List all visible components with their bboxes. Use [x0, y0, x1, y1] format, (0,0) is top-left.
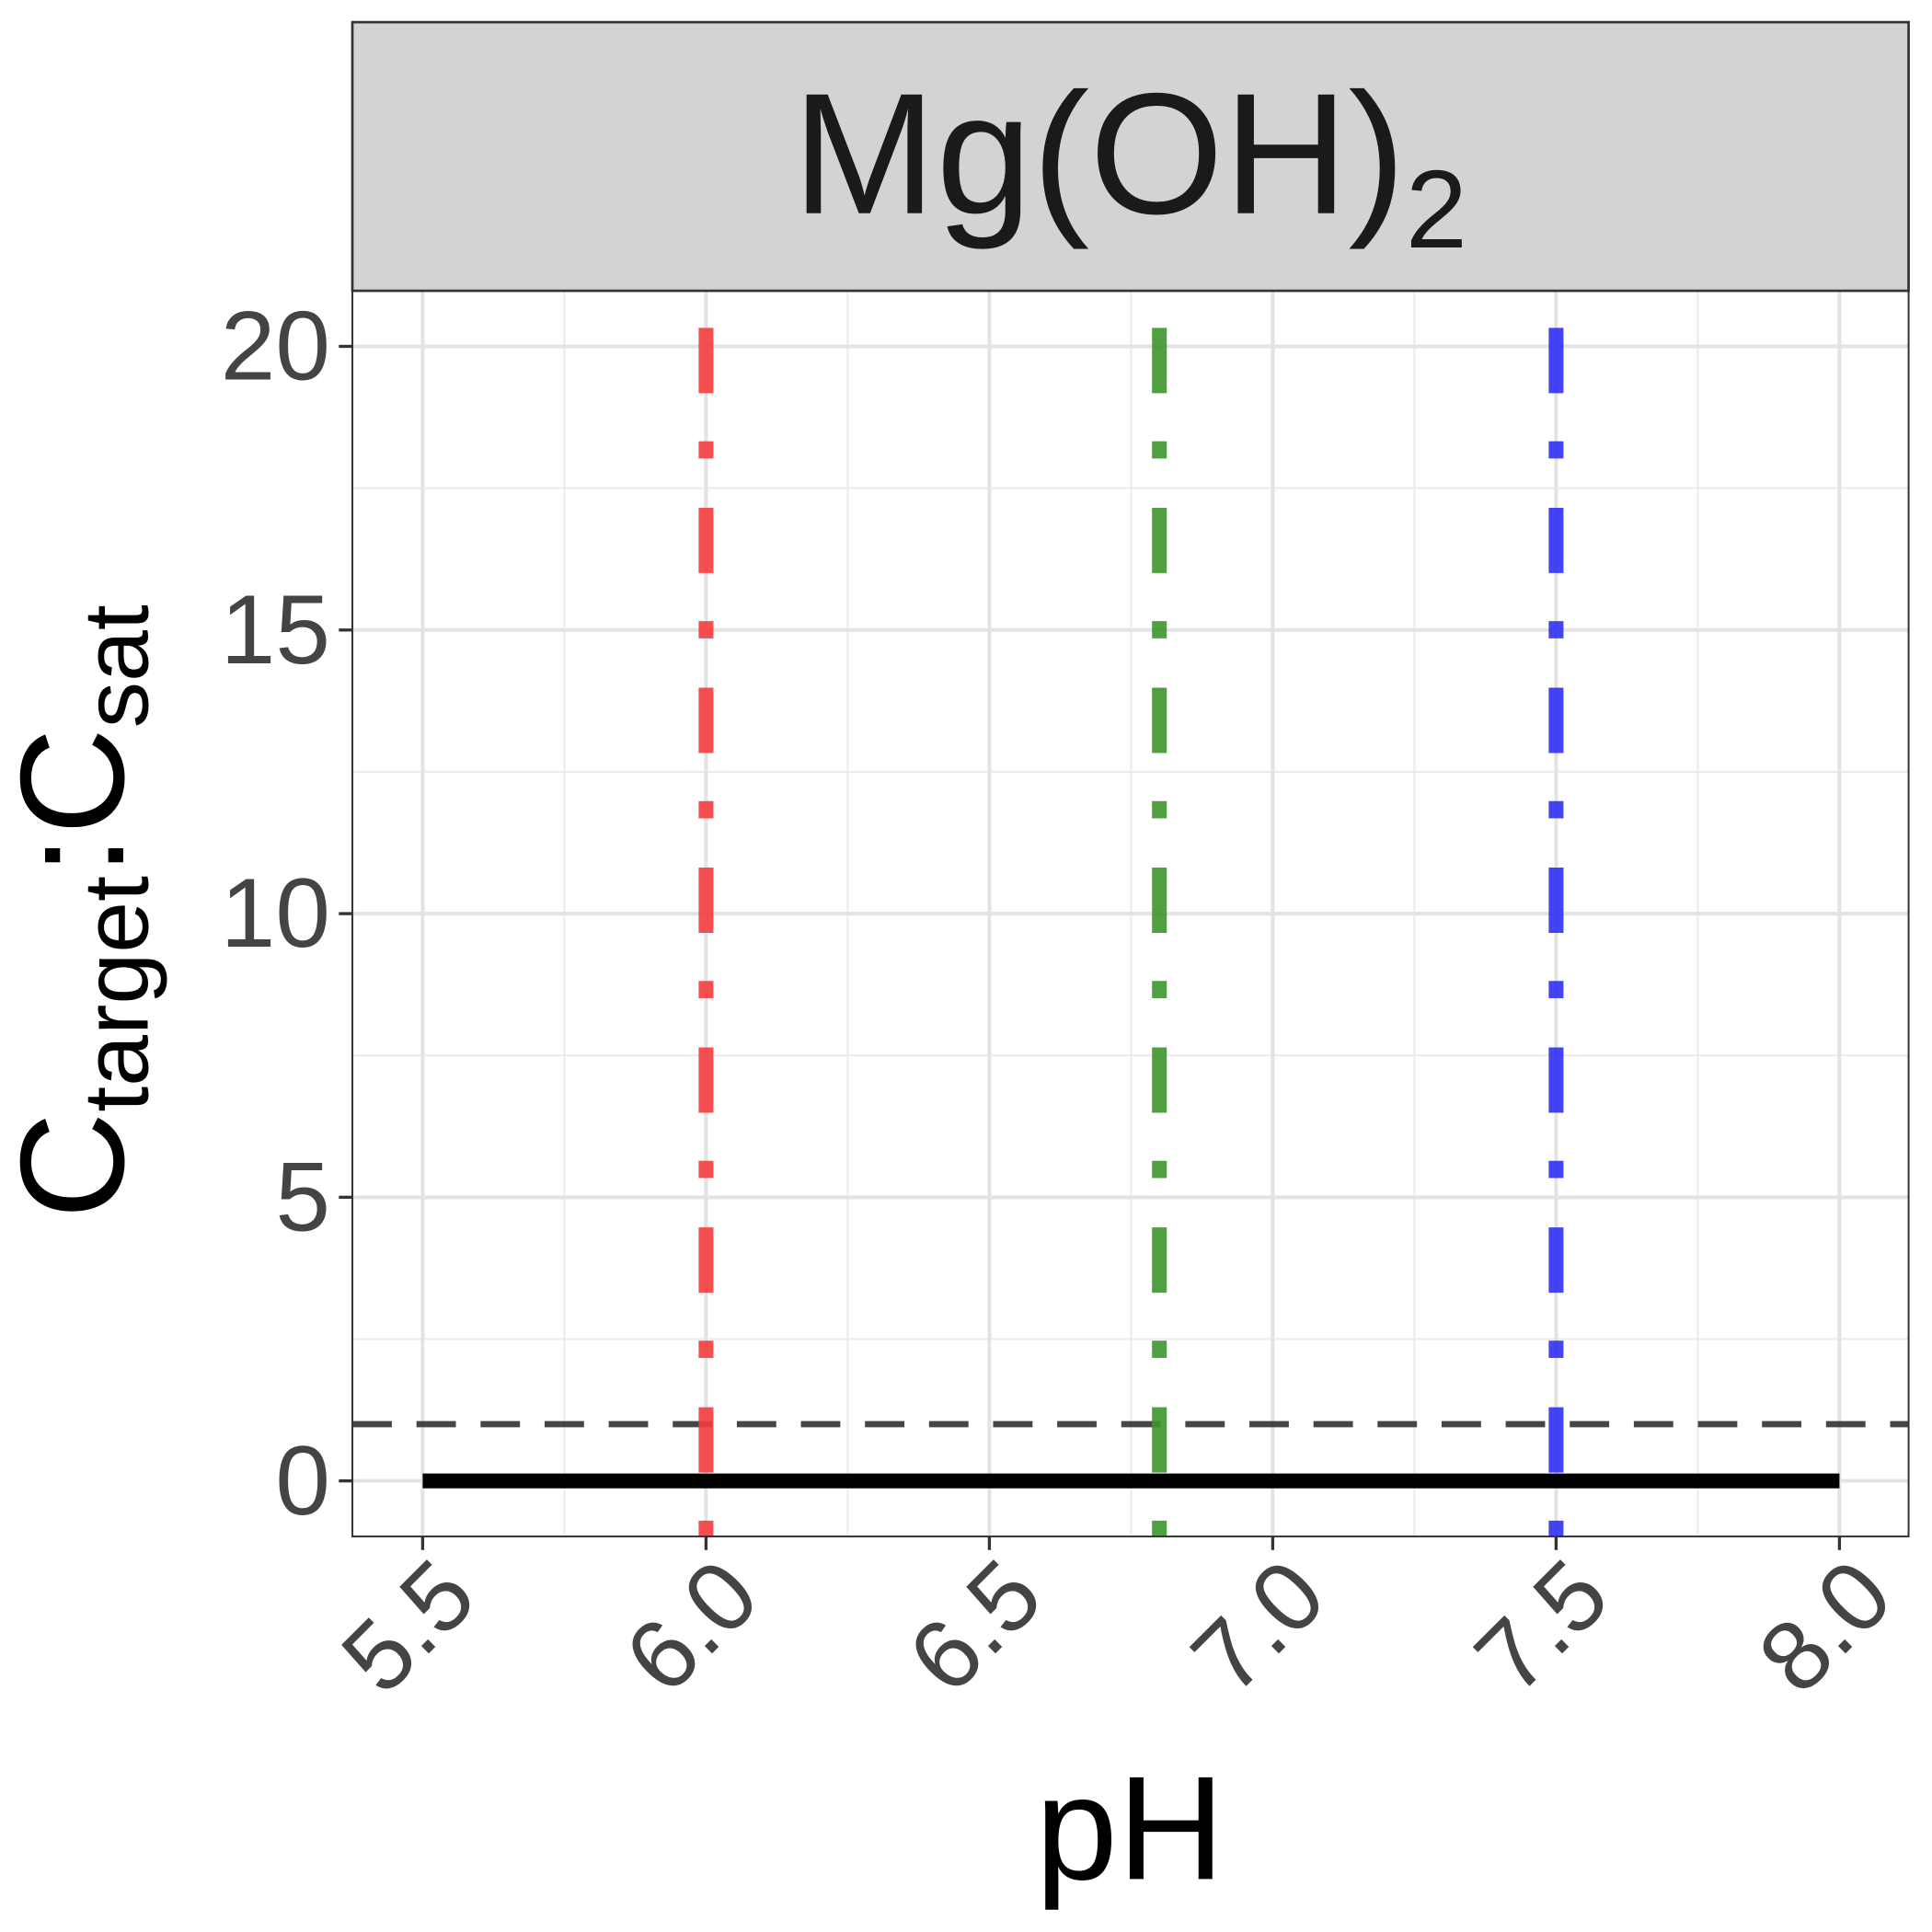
ylabel-part: C	[0, 1112, 155, 1219]
x-tick-label: 6.0	[604, 1538, 778, 1713]
x-axis-title: pH	[1035, 1746, 1224, 1911]
ylabel-part: C	[0, 728, 155, 834]
y-tick-label: 10	[221, 857, 330, 968]
x-tick-label: 5.5	[320, 1538, 495, 1713]
facet-title: Mg(OH)2	[792, 57, 1467, 271]
title-main: Mg(OH)	[792, 57, 1406, 250]
x-tick-label: 8.0	[1737, 1538, 1912, 1713]
ylabel-sub: sat	[65, 604, 168, 728]
x-tick-label: 6.5	[887, 1538, 1062, 1713]
y-tick-label: 0	[275, 1425, 330, 1535]
y-tick-label: 5	[275, 1142, 330, 1252]
y-axis-title: Ctarget:Csat	[0, 604, 168, 1219]
ylabel-sub: target	[65, 876, 168, 1112]
title-sub: 2	[1406, 147, 1467, 271]
facet-strip	[351, 20, 1910, 293]
x-tick-label: 7.0	[1170, 1538, 1345, 1713]
ylabel-part: :	[0, 834, 155, 876]
y-tick-label: 15	[221, 574, 330, 684]
y-tick-label: 20	[221, 291, 330, 401]
x-tick-label: 7.5	[1454, 1538, 1628, 1713]
